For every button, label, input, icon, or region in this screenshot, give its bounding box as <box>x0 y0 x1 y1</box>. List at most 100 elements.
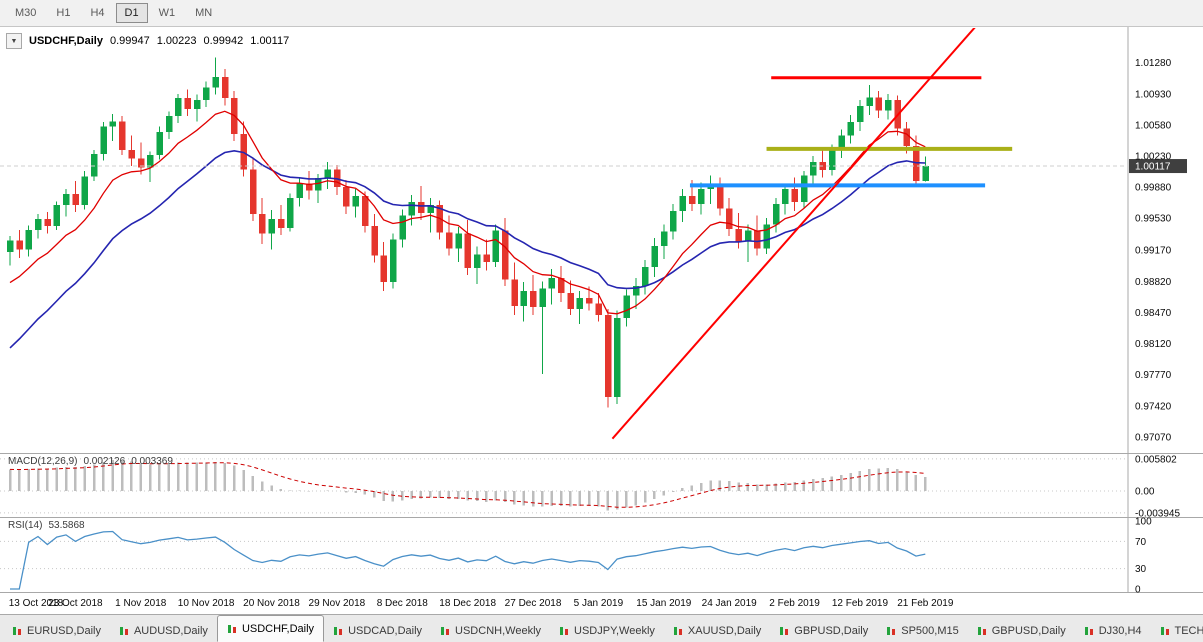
rsi-axis-label: 70 <box>1135 537 1147 548</box>
tab-label: USDCHF,Daily <box>242 623 314 635</box>
date-tick-label: 1 Nov 2018 <box>115 598 167 609</box>
tab-label: GBPUSD,Daily <box>794 625 868 637</box>
rsi-label: RSI(14) 53.5868 <box>8 520 85 531</box>
price-tick-label: 0.97070 <box>1135 432 1172 443</box>
price-tick-label: 1.01280 <box>1135 58 1172 69</box>
chart-canvas[interactable]: 1.00117 1.01280 1.00930 1.00580 1.00230 0.998… <box>0 26 1203 614</box>
macd-axis-label: 0.00 <box>1135 487 1155 498</box>
chart-symbol-label: USDCHF,Daily <box>29 35 103 47</box>
macd-name: MACD(12,26,9) <box>8 456 77 467</box>
ohlc-open: 0.99947 <box>110 35 150 47</box>
candlestick-chart-icon <box>12 626 22 636</box>
timeframe-button-h4[interactable]: H4 <box>81 3 113 23</box>
candlestick-chart-icon <box>977 626 987 636</box>
price-tick-label: 0.98470 <box>1135 308 1172 319</box>
candlestick-chart-icon <box>779 626 789 636</box>
chart-tab-gbpusd-daily[interactable]: GBPUSD,Daily <box>968 620 1075 642</box>
current-price-label: 1.00117 <box>1135 162 1171 173</box>
chart-tab-usdcnh-weekly[interactable]: USDCNH,Weekly <box>431 620 550 642</box>
date-tick-label: 29 Nov 2018 <box>309 598 366 609</box>
price-tick-label: 1.00230 <box>1135 152 1172 163</box>
macd-histogram <box>10 460 925 510</box>
timeframe-button-w1[interactable]: W1 <box>150 3 185 23</box>
candlestick-chart-icon <box>333 626 343 636</box>
chart-tab-gbpusd-daily[interactable]: GBPUSD,Daily <box>770 620 877 642</box>
date-tick-label: 12 Feb 2019 <box>832 598 889 609</box>
date-tick-label: 24 Jan 2019 <box>702 598 757 609</box>
tab-label: USDJPY,Weekly <box>574 625 655 637</box>
price-tick-label: 0.97420 <box>1135 401 1172 412</box>
price-tick-label: 0.97770 <box>1135 370 1172 381</box>
candlestick-chart-icon <box>559 626 569 636</box>
main-price-panel[interactable] <box>0 26 1127 439</box>
price-tick-label: 0.99880 <box>1135 183 1172 194</box>
candlestick-chart-icon <box>673 626 683 636</box>
candlestick-chart-icon <box>440 626 450 636</box>
ohlc-low: 0.99942 <box>204 35 244 47</box>
tab-label: EURUSD,Daily <box>27 625 101 637</box>
tab-label: USDCNH,Weekly <box>455 625 541 637</box>
ohlc-high: 1.00223 <box>157 35 197 47</box>
price-tick-label: 0.99530 <box>1135 214 1172 225</box>
chart-tabs-bar: EURUSD,Daily AUDUSD,Daily USDCHF,Daily USDC… <box>0 614 1203 642</box>
date-tick-label: 18 Dec 2018 <box>439 598 496 609</box>
tab-label: USDCAD,Daily <box>348 625 422 637</box>
price-tick-label: 0.98820 <box>1135 277 1172 288</box>
timeframe-button-m30[interactable]: M30 <box>6 3 45 23</box>
date-tick-label: 10 Nov 2018 <box>178 598 235 609</box>
chart-tab-tech1[interactable]: TECH1 <box>1151 620 1203 642</box>
price-tick-label: 0.98120 <box>1135 339 1172 350</box>
macd-label: MACD(12,26,9) 0.002126 0.003369 <box>8 456 173 467</box>
chart-tab-usdcad-daily[interactable]: USDCAD,Daily <box>324 620 431 642</box>
rsi-value: 53.5868 <box>48 520 84 531</box>
date-tick-label: 8 Dec 2018 <box>377 598 429 609</box>
chart-tab-usdchf-daily[interactable]: USDCHF,Daily <box>217 615 324 642</box>
chart-tab-audusd-daily[interactable]: AUDUSD,Daily <box>110 620 217 642</box>
tab-label: DJ30,H4 <box>1099 625 1142 637</box>
date-tick-label: 21 Feb 2019 <box>897 598 954 609</box>
chart-header: ▼ USDCHF,Daily 0.99947 1.00223 0.99942 1… <box>6 33 289 49</box>
tab-label: TECH1 <box>1175 625 1203 637</box>
tab-label: SP500,M15 <box>901 625 958 637</box>
timeframe-button-d1[interactable]: D1 <box>116 3 148 23</box>
candlestick-chart-icon <box>227 624 237 634</box>
price-tick-label: 1.00580 <box>1135 120 1172 131</box>
rsi-axis-label: 100 <box>1135 517 1152 528</box>
chart-dropdown-icon[interactable]: ▼ <box>6 33 22 49</box>
price-tick-label: 0.99170 <box>1135 246 1172 257</box>
chart-area: 1.00117 1.01280 1.00930 1.00580 1.00230 0.998… <box>0 26 1203 614</box>
date-tick-label: 20 Nov 2018 <box>243 598 300 609</box>
chart-tab-sp500-m15[interactable]: SP500,M15 <box>877 620 967 642</box>
timeframe-button-mn[interactable]: MN <box>186 3 221 23</box>
ohlc-close: 1.00117 <box>250 35 289 47</box>
macd-signal-value: 0.003369 <box>131 456 173 467</box>
date-tick-label: 27 Dec 2018 <box>505 598 562 609</box>
date-tick-label: 2 Feb 2019 <box>769 598 820 609</box>
chart-tab-usdjpy-weekly[interactable]: USDJPY,Weekly <box>550 620 664 642</box>
rsi-name: RSI(14) <box>8 520 42 531</box>
macd-axis-label: 0.005802 <box>1135 454 1177 465</box>
date-tick-label: 15 Jan 2019 <box>636 598 691 609</box>
macd-value: 0.002126 <box>83 456 125 467</box>
rsi-axis-label: 0 <box>1135 585 1141 596</box>
candlestick-chart-icon <box>1084 626 1094 636</box>
tab-label: GBPUSD,Daily <box>992 625 1066 637</box>
chart-tab-xauusd-daily[interactable]: XAUUSD,Daily <box>664 620 770 642</box>
tab-label: AUDUSD,Daily <box>134 625 208 637</box>
candles-layer <box>7 57 929 407</box>
chart-tab-dj30-h4[interactable]: DJ30,H4 <box>1075 620 1151 642</box>
date-tick-label: 23 Oct 2018 <box>48 598 103 609</box>
date-tick-label: 5 Jan 2019 <box>574 598 624 609</box>
tab-label: XAUUSD,Daily <box>688 625 761 637</box>
chart-tab-eurusd-daily[interactable]: EURUSD,Daily <box>3 620 110 642</box>
price-tick-label: 1.00930 <box>1135 89 1172 100</box>
timeframe-button-h1[interactable]: H1 <box>47 3 79 23</box>
candlestick-chart-icon <box>119 626 129 636</box>
candlestick-chart-icon <box>1160 626 1170 636</box>
candlestick-chart-icon <box>886 626 896 636</box>
